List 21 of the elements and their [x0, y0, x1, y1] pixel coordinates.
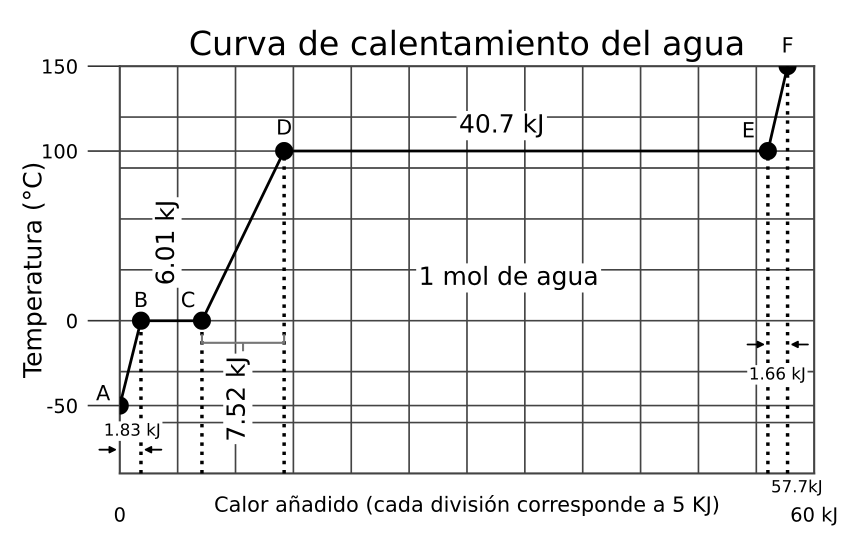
- annotation: 6.01 kJ: [154, 202, 179, 284]
- y-axis-title: Temperatura (°C): [22, 164, 47, 378]
- x-axis-title: Calor añadido (cada división corresponde a 5 KJ): [215, 495, 718, 516]
- y-tick-label: -50: [47, 398, 77, 414]
- annotation: B: [136, 292, 147, 308]
- annotation: D: [278, 119, 291, 135]
- annotation: A: [96, 385, 110, 400]
- annotation: E: [744, 122, 754, 138]
- annotation: 7.52 kJ: [226, 358, 250, 440]
- text: 57.7kJ: [772, 480, 822, 496]
- annotation: F: [784, 37, 792, 52]
- y-tick-label: 100: [43, 144, 77, 159]
- chart-title: Curva de calentamiento del agua: [190, 30, 742, 62]
- annotation: 40.7 kJ: [460, 114, 542, 138]
- annotation: 1 mol de agua: [421, 266, 596, 290]
- y-tick-label: 0: [67, 314, 77, 328]
- annotation: 1.66 kJ: [750, 366, 804, 383]
- y-tick-label: 150: [43, 59, 77, 74]
- annotation: C: [182, 292, 194, 308]
- x-tick-label: 60 kJ: [792, 506, 836, 526]
- annotation: 1.83 kJ: [106, 423, 160, 440]
